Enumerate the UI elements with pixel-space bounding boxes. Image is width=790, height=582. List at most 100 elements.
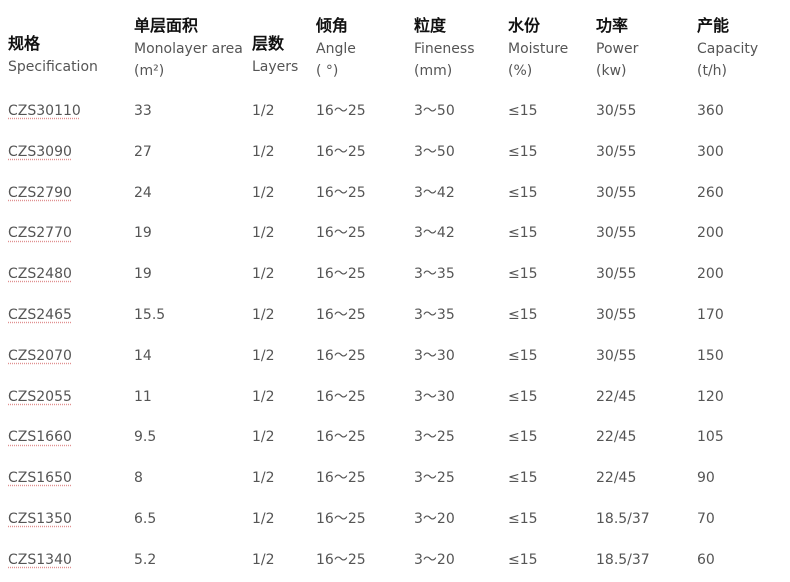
header-specification-zh: 规格 <box>8 34 41 53</box>
cell-moisture: ≤15 <box>508 347 538 364</box>
cell-specification: CZS2070 <box>8 347 72 364</box>
header-angle-unit: ( °) <box>316 63 339 79</box>
cell-specification: CZS2770 <box>8 225 72 242</box>
cell-monolayer-area: 14 <box>134 347 152 364</box>
cell-layers: 1/2 <box>252 307 275 323</box>
cell-specification: CZS2480 <box>8 266 72 283</box>
cell-layers: 1/2 <box>252 388 275 405</box>
cell-fineness: 3～35 <box>414 307 455 323</box>
cell-angle: 16～25 <box>316 307 366 323</box>
cell-monolayer-area: 5.2 <box>134 551 157 568</box>
cell-fineness: 3～35 <box>414 266 455 283</box>
cell-specification: CZS1660 <box>8 429 72 446</box>
header-angle-en: Angle <box>316 41 356 57</box>
cell-fineness: 3～50 <box>414 103 455 119</box>
cell-angle: 16～25 <box>316 143 366 160</box>
cell-moisture: ≤15 <box>508 307 538 323</box>
cell-monolayer-area: 19 <box>134 266 152 283</box>
cell-fineness: 3～25 <box>414 470 455 487</box>
cell-capacity: 170 <box>697 307 724 323</box>
cell-moisture: ≤15 <box>508 266 538 283</box>
cell-moisture: ≤15 <box>508 388 538 405</box>
cell-fineness: 3～20 <box>414 551 455 568</box>
cell-fineness: 3～30 <box>414 388 455 405</box>
header-specification-en: Specification <box>8 59 98 75</box>
cell-monolayer-area: 6.5 <box>134 511 157 527</box>
cell-monolayer-area: 9.5 <box>134 429 157 446</box>
header-capacity-zh: 产能 <box>697 16 730 35</box>
cell-capacity: 70 <box>697 511 715 527</box>
cell-angle: 16～25 <box>316 266 366 283</box>
cell-fineness: 3～42 <box>414 184 455 201</box>
cell-moisture: ≤15 <box>508 511 538 527</box>
cell-capacity: 105 <box>697 429 724 446</box>
cell-layers: 1/2 <box>252 143 275 160</box>
cell-power: 30/55 <box>596 103 637 119</box>
cell-power: 30/55 <box>596 347 637 364</box>
cell-moisture: ≤15 <box>508 103 538 119</box>
cell-power: 30/55 <box>596 143 637 160</box>
cell-specification: CZS2465 <box>8 307 72 323</box>
cell-capacity: 300 <box>697 143 724 160</box>
cell-power: 30/55 <box>596 184 637 201</box>
cell-layers: 1/2 <box>252 225 275 242</box>
cell-specification: CZS2055 <box>8 388 72 405</box>
cell-power: 30/55 <box>596 266 637 283</box>
cell-power: 30/55 <box>596 225 637 242</box>
header-power-zh: 功率 <box>596 16 629 35</box>
cell-capacity: 150 <box>697 347 724 364</box>
header-power-unit: (kw) <box>596 63 627 79</box>
cell-power: 30/55 <box>596 307 637 323</box>
cell-monolayer-area: 19 <box>134 225 152 242</box>
cell-specification: CZS2790 <box>8 184 72 201</box>
cell-specification: CZS3090 <box>8 143 72 160</box>
cell-angle: 16～25 <box>316 470 366 487</box>
cell-moisture: ≤15 <box>508 470 538 487</box>
header-capacity-unit: (t/h) <box>697 63 728 79</box>
cell-fineness: 3～50 <box>414 143 455 160</box>
cell-angle: 16～25 <box>316 429 366 446</box>
cell-monolayer-area: 8 <box>134 470 143 487</box>
cell-power: 22/45 <box>596 470 637 487</box>
header-monolayer-area-en: Monolayer area <box>134 41 243 57</box>
cell-capacity: 90 <box>697 470 715 487</box>
cell-layers: 1/2 <box>252 347 275 364</box>
cell-capacity: 360 <box>697 103 724 119</box>
cell-layers: 1/2 <box>252 103 275 119</box>
cell-layers: 1/2 <box>252 551 275 568</box>
cell-capacity: 60 <box>697 551 715 568</box>
cell-specification: CZS1350 <box>8 511 72 527</box>
header-fineness-en: Fineness <box>414 41 475 57</box>
cell-monolayer-area: 11 <box>134 388 152 405</box>
header-layers-en: Layers <box>252 59 299 75</box>
header-fineness-unit: (mm) <box>414 63 453 79</box>
header-fineness-zh: 粒度 <box>414 16 447 35</box>
header-monolayer-area-zh: 单层面积 <box>134 16 199 35</box>
header-moisture-unit: (%) <box>508 63 533 79</box>
cell-capacity: 200 <box>697 225 724 242</box>
cell-fineness: 3～30 <box>414 347 455 364</box>
cell-specification: CZS1650 <box>8 470 72 487</box>
cell-specification: CZS30110 <box>8 103 81 119</box>
header-layers-zh: 层数 <box>252 34 285 53</box>
header-capacity-en: Capacity <box>697 41 759 57</box>
cell-monolayer-area: 24 <box>134 184 152 201</box>
cell-layers: 1/2 <box>252 184 275 201</box>
cell-layers: 1/2 <box>252 429 275 446</box>
cell-fineness: 3～20 <box>414 511 455 527</box>
cell-monolayer-area: 27 <box>134 143 152 160</box>
cell-moisture: ≤15 <box>508 429 538 446</box>
cell-monolayer-area: 33 <box>134 103 152 119</box>
header-moisture-en: Moisture <box>508 41 569 57</box>
cell-angle: 16～25 <box>316 388 366 405</box>
cell-angle: 16～25 <box>316 511 366 527</box>
cell-angle: 16～25 <box>316 184 366 201</box>
cell-layers: 1/2 <box>252 266 275 283</box>
cell-specification: CZS1340 <box>8 551 72 568</box>
cell-capacity: 260 <box>697 184 724 201</box>
header-angle-zh: 倾角 <box>316 16 349 35</box>
cell-capacity: 120 <box>697 388 724 405</box>
cell-power: 18.5/37 <box>596 511 650 527</box>
cell-angle: 16～25 <box>316 225 366 242</box>
cell-moisture: ≤15 <box>508 184 538 201</box>
